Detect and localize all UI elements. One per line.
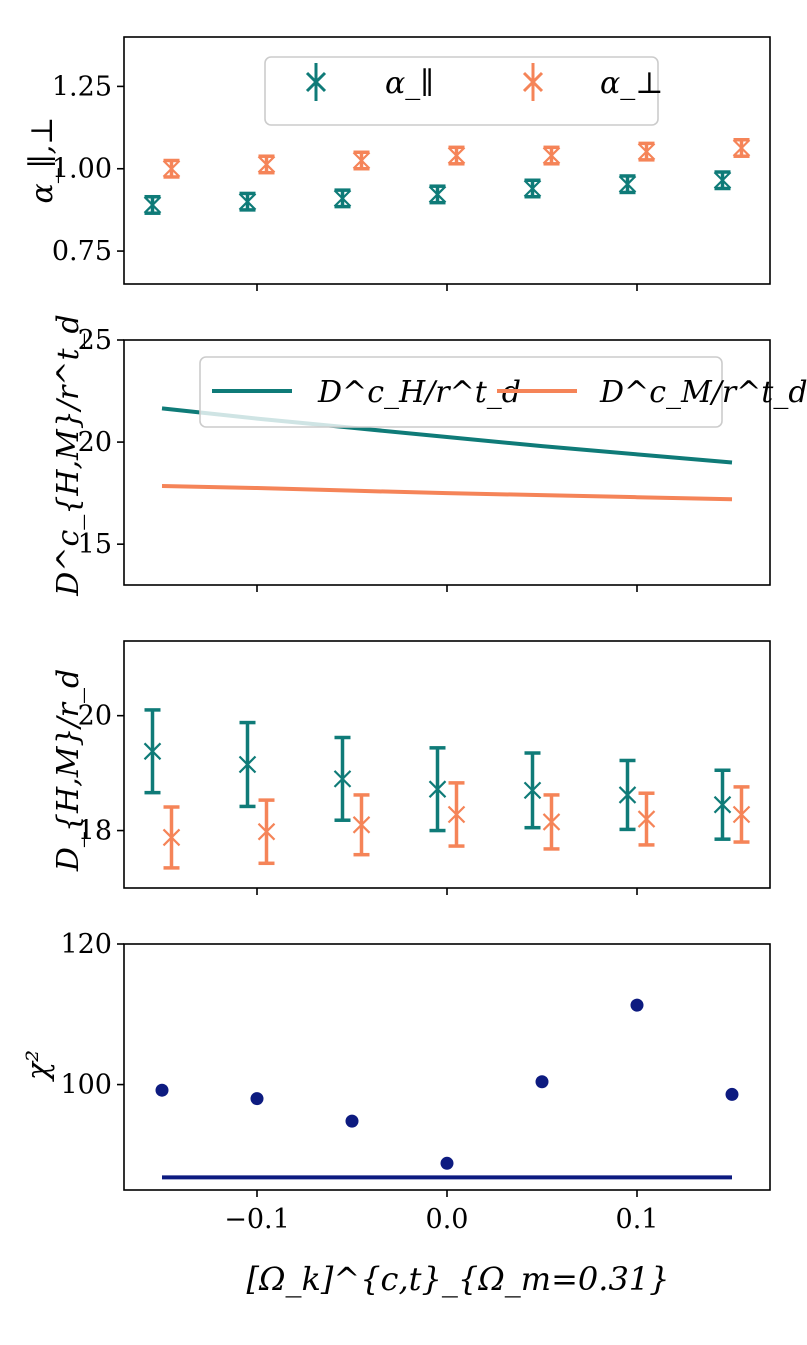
data-point-x-marker: [447, 146, 466, 165]
data-point-x-marker: [618, 786, 637, 804]
data-point-x-marker: [162, 828, 181, 847]
y-tick-label: 15: [78, 529, 112, 560]
x-tick-label: 0.0: [426, 1204, 469, 1235]
panel-distance-fiducial-x-ticks: [256, 585, 638, 592]
data-point-x-marker: [238, 755, 257, 774]
y-tick-label: 18: [78, 816, 112, 847]
panel-distance-fiducial: 15 20 25 D^c_{H,M}/r^t_d D^c_H/r^t_d D^c_M…: [51, 314, 807, 596]
data-point-x-marker: [428, 780, 447, 798]
data-point-x-marker: [713, 171, 732, 190]
data-point-x-marker: [238, 192, 257, 211]
scatter-point: [630, 998, 644, 1012]
legend-marker-alpha-perp: [522, 63, 544, 101]
data-point-x-marker: [618, 175, 637, 193]
scatter-point: [250, 1092, 264, 1106]
scatter-point: [440, 1156, 454, 1170]
data-point-x-marker: [257, 822, 276, 841]
y-tick-label: 0.75: [52, 236, 112, 267]
data-point-x-marker: [732, 805, 751, 824]
data-point-x-marker: [542, 813, 561, 831]
legend-box: [264, 56, 659, 126]
series-line: [161, 483, 733, 502]
scatter-point: [155, 1083, 169, 1097]
panel-chi2: 100 120 −0.1 0.0 0.1 χ²: [21, 929, 771, 1235]
data-point-x-marker: [143, 196, 162, 214]
data-point-x-marker: [713, 795, 732, 814]
data-point-x-marker: [732, 139, 751, 157]
y-tick-label: 1.25: [52, 71, 112, 102]
panel-alpha: 0.75 1.00 1.25 α_∥,⊥ α_∥ α_⊥: [25, 36, 771, 291]
data-point-x-marker: [162, 159, 181, 178]
legend-label-alpha-par: α_∥: [385, 66, 434, 101]
data-point-x-marker: [333, 770, 352, 788]
y-tick-label: 1.00: [52, 154, 112, 185]
panel-distance-measured-x-ticks: [256, 888, 638, 895]
legend-label-dh: D^c_H/r^t_d: [317, 375, 521, 410]
panel-chi2-y-ticks: 100 120: [60, 929, 124, 1101]
y-tick-label: 20: [78, 427, 112, 458]
panel-chi2-ylabel: χ²: [21, 1050, 56, 1082]
data-point-x-marker: [428, 185, 447, 204]
data-point-x-marker: [637, 810, 656, 828]
legend-marker-alpha-par: [305, 63, 327, 101]
y-tick-label: 120: [60, 929, 112, 960]
data-point-x-marker: [637, 142, 656, 161]
panel-chi2-x-ticks: −0.1 0.0 0.1: [224, 1190, 658, 1235]
data-point-x-marker: [143, 742, 162, 761]
scatter-point: [535, 1075, 549, 1089]
panel-distance-measured-frame: [123, 640, 771, 889]
x-axis-label: [Ω_k]^{c,t}_{Ω_m=0.31}: [246, 1260, 669, 1298]
panel-alpha-ylabel: α_∥,⊥: [25, 117, 60, 204]
x-tick-label: 0.1: [616, 1204, 659, 1235]
panel-distance-fiducial-legend: D^c_H/r^t_d D^c_M/r^t_d: [199, 356, 807, 428]
panel-alpha-x-ticks: [256, 284, 638, 291]
panel-alpha-marks: [143, 138, 751, 215]
legend-label-dm: D^c_M/r^t_d: [599, 375, 807, 410]
legend-label-alpha-perp: α_⊥: [600, 66, 663, 101]
y-tick-label: 25: [78, 325, 112, 356]
panel-chi2-marks: [155, 998, 739, 1180]
panel-distance-fiducial-y-ticks: 15 20 25: [78, 325, 124, 560]
panel-distance-fiducial-ylabel: D^c_{H,M}/r^t_d: [51, 314, 86, 596]
panel-distance-measured-marks: [143, 708, 751, 870]
panel-distance-measured-ylabel: D_{H,M}/r_d: [51, 669, 86, 872]
data-point-x-marker: [447, 805, 466, 824]
data-point-x-marker: [523, 781, 542, 800]
panel-chi2-frame: [123, 943, 771, 1191]
data-point-x-marker: [542, 146, 561, 165]
data-point-x-marker: [352, 151, 371, 170]
legend-box: [199, 356, 723, 428]
data-point-x-marker: [352, 816, 371, 834]
data-point-x-marker: [523, 179, 542, 198]
panel-alpha-legend: α_∥ α_⊥: [264, 56, 663, 126]
x-tick-label: −0.1: [224, 1204, 290, 1235]
y-tick-label: 20: [78, 701, 112, 732]
panel-alpha-y-ticks: 0.75 1.00 1.25: [52, 71, 124, 267]
scatter-point: [345, 1114, 359, 1128]
y-tick-label: 100: [60, 1070, 112, 1101]
data-point-x-marker: [333, 189, 352, 208]
data-point-x-marker: [257, 155, 276, 174]
scatter-point: [725, 1087, 739, 1101]
